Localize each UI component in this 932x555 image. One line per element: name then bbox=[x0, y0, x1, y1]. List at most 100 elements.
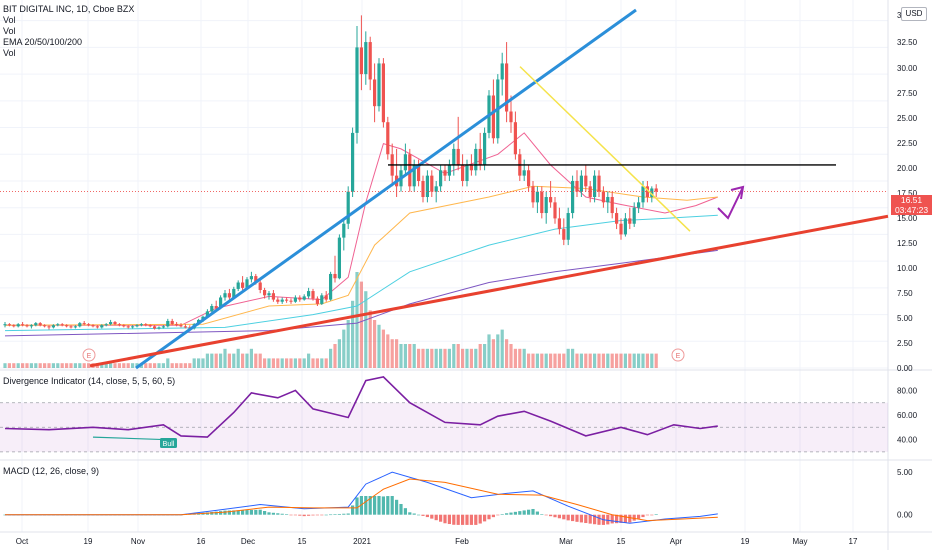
macd-histogram-bar bbox=[368, 496, 372, 515]
volume-bar bbox=[553, 353, 557, 368]
legend-volume-2[interactable]: Vol bbox=[3, 26, 16, 36]
macd-histogram-bar bbox=[522, 510, 526, 515]
volume-bar bbox=[408, 344, 412, 368]
candle-body bbox=[412, 164, 416, 187]
macd-legend[interactable]: MACD (12, 26, close, 9) bbox=[3, 466, 100, 476]
macd-histogram-bar bbox=[258, 509, 262, 515]
volume-bar bbox=[434, 348, 438, 368]
candle-body bbox=[562, 229, 566, 240]
volume-bar bbox=[619, 353, 623, 368]
volume-bar bbox=[342, 329, 346, 368]
macd-histogram-bar bbox=[518, 511, 522, 515]
volume-bar bbox=[606, 353, 610, 368]
macd-histogram-bar bbox=[395, 499, 399, 515]
macd-histogram-bar bbox=[509, 512, 513, 515]
volume-bar bbox=[412, 344, 416, 368]
bull-label-box bbox=[160, 438, 177, 448]
macd-histogram-bar bbox=[628, 514, 632, 523]
volume-bar bbox=[126, 363, 130, 368]
candle-body bbox=[166, 320, 170, 327]
volume-bar bbox=[535, 353, 539, 368]
last-price-tag: 16.51 03:47:23 bbox=[891, 195, 932, 215]
candle-body bbox=[434, 186, 438, 192]
macd-histogram-bar bbox=[654, 514, 658, 516]
candle-body bbox=[179, 325, 183, 327]
price-axis-label: 0.00 bbox=[897, 364, 913, 373]
candle-body bbox=[227, 293, 231, 298]
volume-bar bbox=[285, 358, 289, 368]
macd-histogram-bar bbox=[579, 514, 583, 523]
volume-bar bbox=[298, 358, 302, 368]
candle-body bbox=[7, 324, 11, 326]
candle-body bbox=[632, 207, 636, 224]
candle-body bbox=[505, 63, 509, 112]
yellow-trendline bbox=[519, 66, 691, 232]
ema-line bbox=[4, 214, 718, 332]
legend-volume-3[interactable]: Vol bbox=[3, 48, 16, 58]
macd-axis-label: 5.00 bbox=[897, 468, 913, 477]
candle-body bbox=[157, 327, 161, 329]
candle-body bbox=[342, 223, 346, 238]
legend-volume-1[interactable]: Vol bbox=[3, 15, 16, 25]
volume-bar bbox=[399, 344, 403, 368]
candle-body bbox=[153, 326, 157, 329]
volume-bar bbox=[263, 358, 267, 368]
candle-body bbox=[329, 273, 333, 300]
candle-body bbox=[439, 170, 443, 187]
volume-bar bbox=[584, 353, 588, 368]
candle-body bbox=[324, 295, 328, 300]
candle-body bbox=[271, 293, 275, 300]
macd-histogram-bar bbox=[505, 513, 509, 515]
candle-body bbox=[183, 326, 187, 328]
candle-body bbox=[175, 324, 179, 326]
candle-body bbox=[311, 291, 315, 299]
price-axis-label: 22.50 bbox=[897, 139, 918, 148]
price-axis-label: 12.50 bbox=[897, 239, 918, 248]
volume-bar bbox=[245, 353, 249, 368]
macd-histogram-bar bbox=[245, 510, 249, 515]
volume-bar bbox=[628, 353, 632, 368]
candle-body bbox=[403, 154, 407, 171]
volume-bar bbox=[144, 363, 148, 368]
chart-legend: BIT DIGITAL INC, 1D, Cboe BZX Vol Vol EM… bbox=[3, 4, 134, 59]
candle-body bbox=[417, 164, 421, 181]
candle-body bbox=[527, 170, 531, 187]
candle-body bbox=[452, 148, 456, 165]
volume-bar bbox=[478, 344, 482, 368]
macd-histogram-bar bbox=[452, 514, 456, 525]
volume-bar bbox=[289, 358, 293, 368]
candle-body bbox=[606, 197, 610, 203]
volume-bar bbox=[307, 353, 311, 368]
candle-body bbox=[144, 324, 148, 326]
volume-bar bbox=[359, 281, 363, 368]
rsi-legend[interactable]: Divergence Indicator (14, close, 5, 5, 6… bbox=[3, 376, 176, 386]
macd-histogram-bar bbox=[619, 514, 623, 523]
volume-bar bbox=[43, 363, 47, 368]
legend-ema[interactable]: EMA 20/50/100/200 bbox=[3, 37, 83, 47]
earnings-marker bbox=[671, 348, 685, 362]
candle-body bbox=[615, 213, 619, 224]
volume-bar bbox=[324, 358, 328, 368]
candle-body bbox=[483, 132, 487, 165]
candle-body bbox=[263, 289, 267, 296]
volume-bar bbox=[381, 329, 385, 368]
candle-body bbox=[628, 218, 632, 224]
candle-body bbox=[601, 191, 605, 203]
macd-histogram-bar bbox=[584, 514, 588, 524]
candle-body bbox=[60, 324, 64, 326]
currency-button[interactable]: USD bbox=[901, 7, 927, 21]
time-axis-label: Nov bbox=[131, 537, 145, 546]
candle-body bbox=[126, 326, 130, 328]
volume-bar bbox=[540, 353, 544, 368]
volume-bar bbox=[78, 363, 82, 368]
candle-body bbox=[43, 325, 47, 327]
symbol-title[interactable]: BIT DIGITAL INC, 1D, Cboe BZX bbox=[3, 4, 135, 14]
volume-bar bbox=[214, 353, 218, 368]
volume-bar bbox=[131, 363, 135, 368]
candle-body bbox=[320, 295, 324, 304]
price-axis-label: 5.00 bbox=[897, 314, 913, 323]
candle-body bbox=[553, 202, 557, 219]
macd-histogram-bar bbox=[430, 514, 434, 519]
